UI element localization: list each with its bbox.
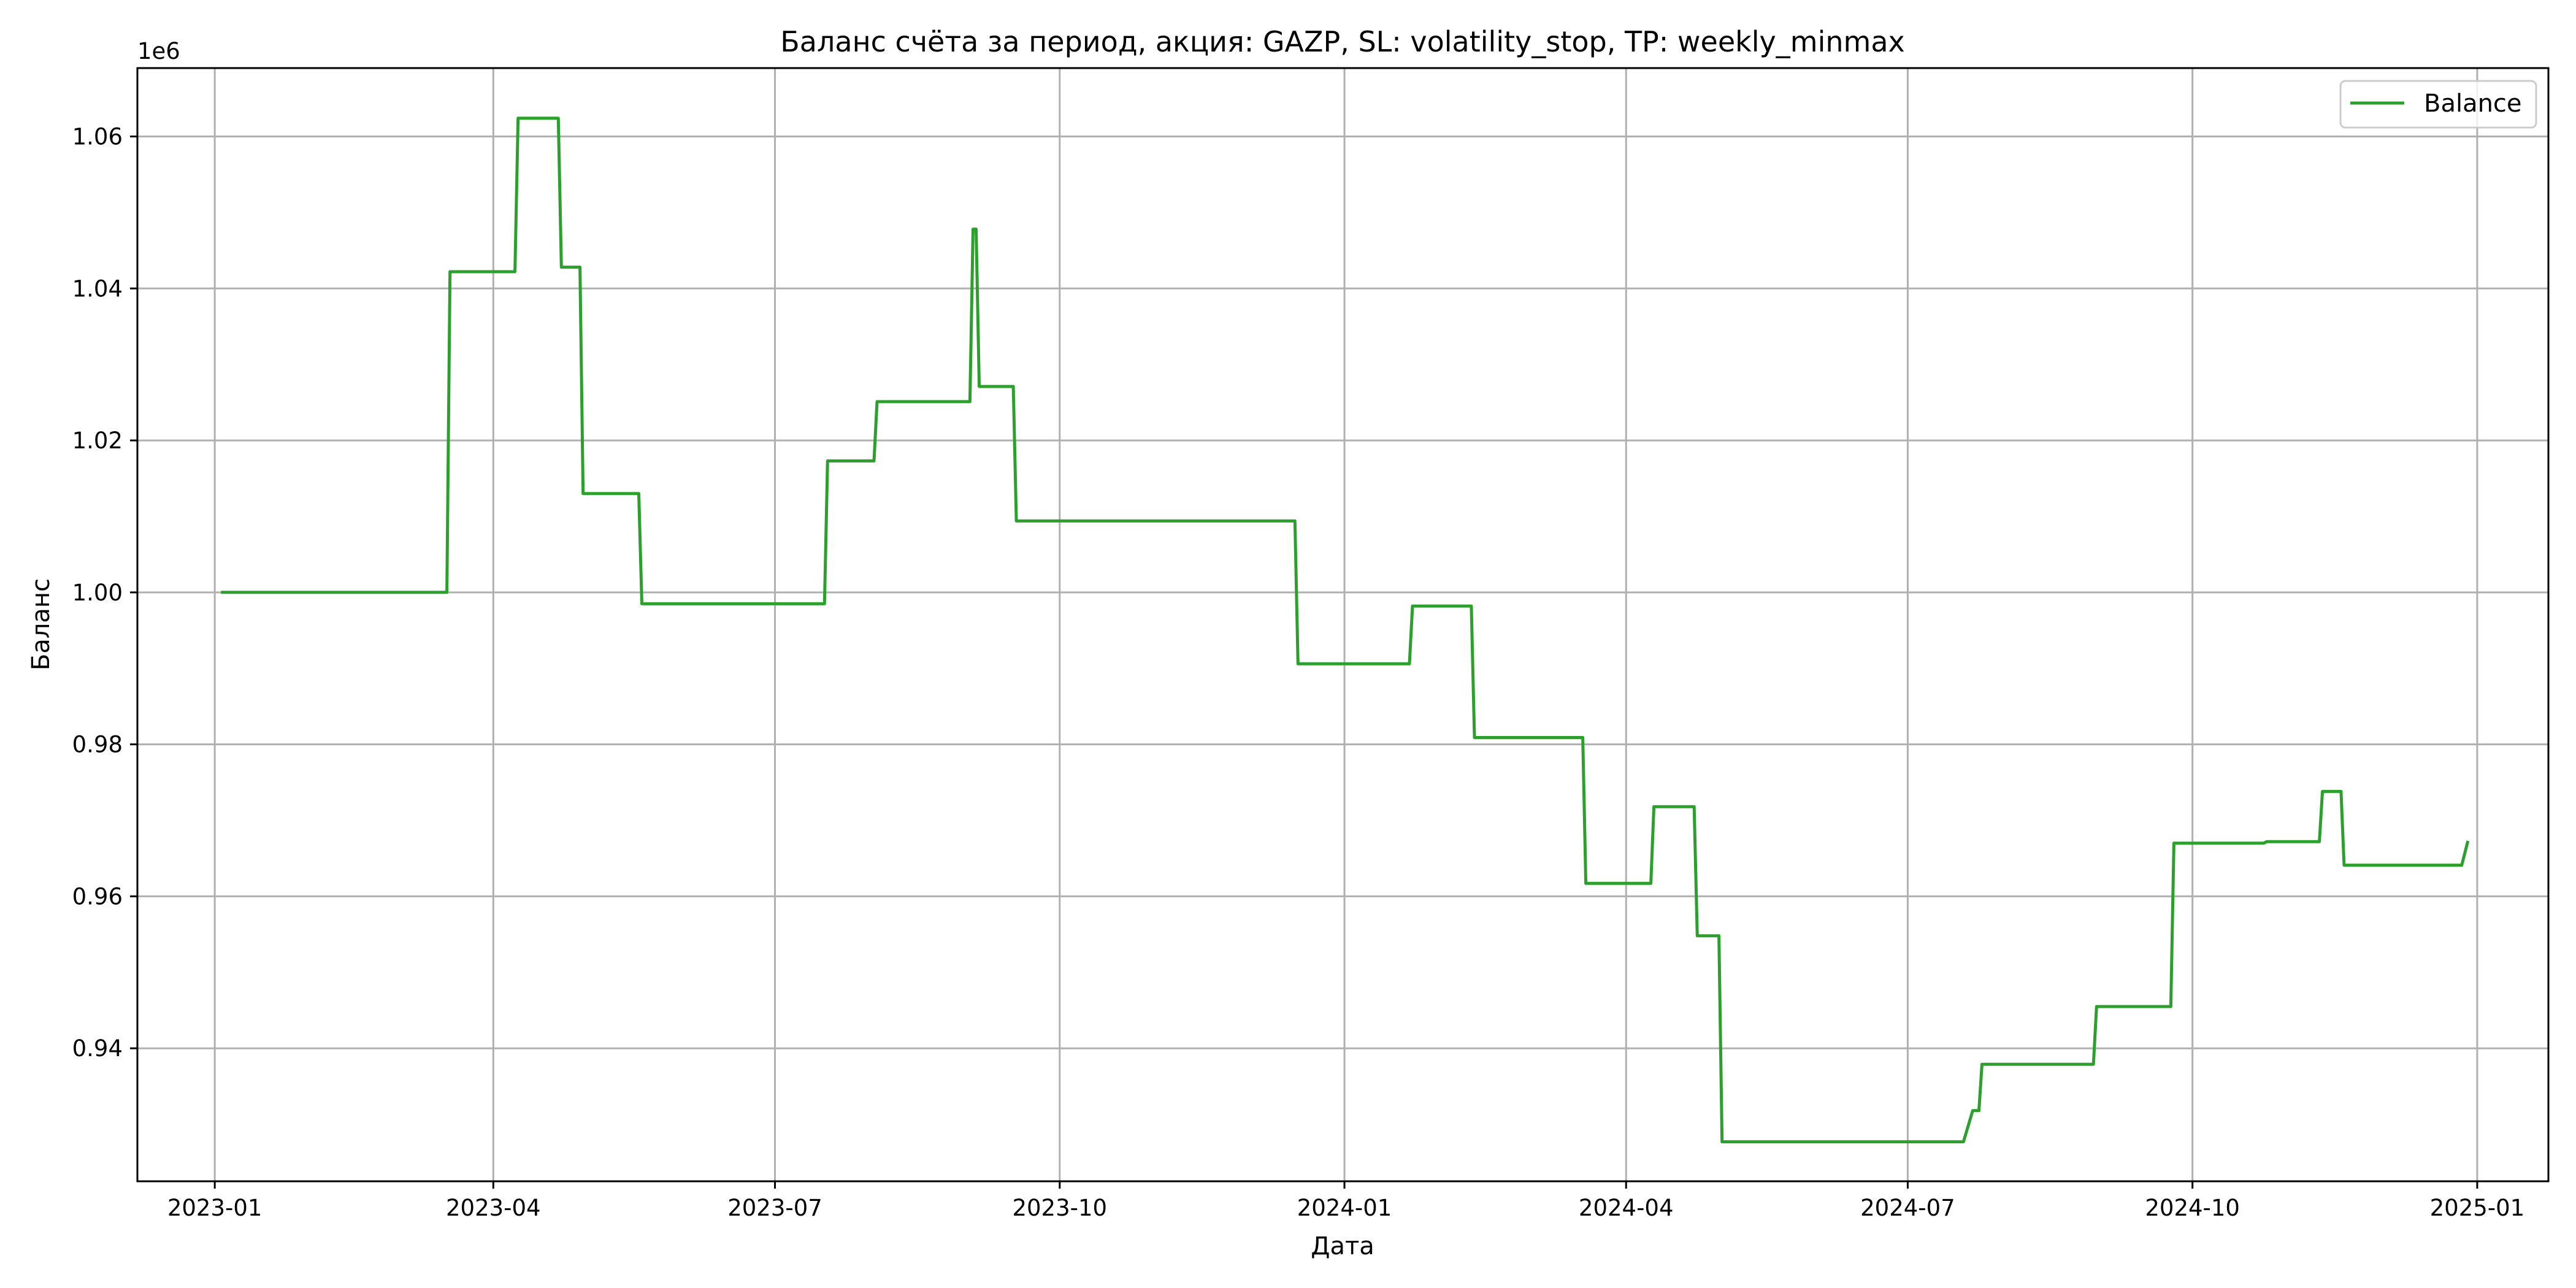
x-tick-label: 2023-01 — [167, 1195, 263, 1221]
x-axis: 2023-01 2023-04 2023-07 2023-10 2024-01 2024-… — [167, 1181, 2524, 1221]
legend-box — [2339, 80, 2537, 129]
y-tick-label: 1.04 — [72, 275, 123, 302]
chart-title: Баланс счёта за период, акция: GAZP, SL:… — [780, 25, 1905, 58]
x-tick-label: 2023-07 — [727, 1195, 822, 1221]
x-tick-label: 2024-07 — [1860, 1195, 1955, 1221]
x-tick-label: 2024-04 — [1579, 1195, 1674, 1221]
y-axis-label: Баланс — [27, 578, 55, 670]
x-tick-label: 2025-01 — [2430, 1195, 2525, 1221]
y-tick-label: 1.02 — [72, 427, 123, 454]
y-tick-label: 0.94 — [72, 1035, 123, 1062]
y-offset-label: 1e6 — [137, 38, 180, 64]
x-tick-label: 2023-04 — [446, 1195, 541, 1221]
y-tick-label: 0.98 — [72, 732, 123, 758]
y-axis: 0.94 0.96 0.98 1.00 1.02 1.04 1.06 — [72, 124, 137, 1062]
legend: Balance — [2339, 80, 2537, 129]
x-axis-label: Дата — [1311, 1232, 1374, 1260]
x-tick-label: 2024-01 — [1297, 1195, 1392, 1221]
y-tick-label: 1.00 — [72, 580, 123, 606]
y-tick-label: 1.06 — [72, 124, 123, 150]
plot-area — [136, 67, 2550, 1183]
grid-lines — [137, 68, 2548, 1181]
plot-frame — [136, 67, 2550, 1183]
series-line-balance — [221, 117, 2470, 1144]
x-tick-label: 2024-10 — [2145, 1195, 2240, 1221]
legend-label-balance: Balance — [2424, 90, 2522, 118]
series-layer — [221, 117, 2470, 1144]
x-tick-label: 2023-10 — [1012, 1195, 1107, 1221]
y-tick-label: 0.96 — [72, 883, 123, 910]
